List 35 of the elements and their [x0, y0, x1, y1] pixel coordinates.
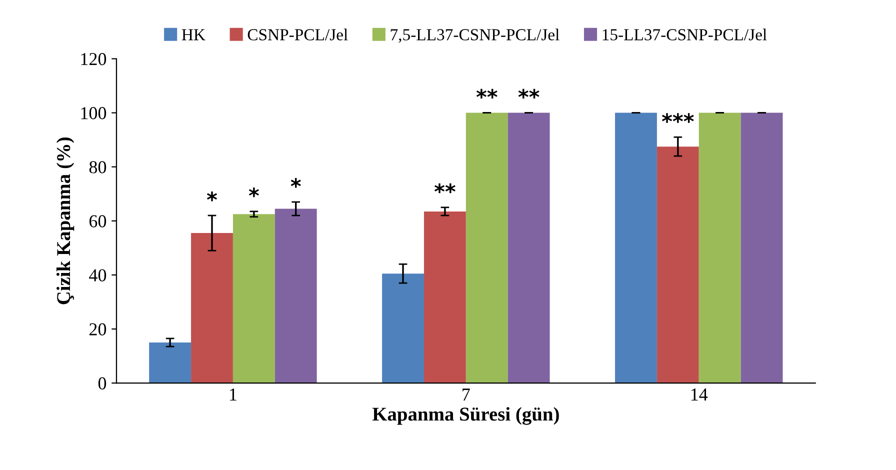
data-label: *	[248, 187, 259, 198]
y-axis-title: Çizik Kapanma (%)	[56, 137, 74, 304]
data-label: ***	[662, 113, 694, 123]
y-tick-label: 80	[89, 161, 106, 174]
bar	[466, 112, 508, 384]
bar	[615, 112, 657, 384]
bar	[382, 274, 424, 384]
bar	[698, 112, 741, 384]
bar	[656, 146, 699, 384]
data-label: **	[434, 183, 456, 194]
y-tick-label: 60	[89, 215, 106, 228]
legend-label: 15-LL37-CSNP-PCL/Jel	[602, 28, 767, 40]
data-label: **	[476, 88, 498, 99]
x-tick-label: 7	[462, 388, 470, 400]
bar	[232, 214, 275, 384]
y-tick-label: 20	[89, 323, 106, 336]
y-tick-label: 40	[89, 269, 106, 282]
y-tick-label: 0	[98, 377, 106, 390]
bar	[149, 342, 192, 384]
legend-label: CSNP-PCL/Jel	[248, 28, 348, 40]
bar	[424, 211, 466, 384]
data-label: *	[290, 178, 301, 188]
x-tick-label: 1	[230, 388, 236, 400]
legend-label: HK	[182, 29, 206, 40]
x-axis-title: Kapanma Süresi (gün)	[372, 407, 559, 425]
bar	[191, 233, 233, 384]
x-tick-label: 14	[691, 388, 708, 400]
legend-label: 7,5-LL37-CSNP-PCL/Jel	[390, 28, 560, 43]
bar	[508, 112, 550, 384]
bar	[274, 208, 317, 384]
data-label: *	[206, 192, 218, 202]
bar	[740, 112, 783, 384]
data-label: **	[518, 88, 540, 99]
y-tick-label: 100	[81, 107, 106, 120]
y-tick-label: 120	[81, 53, 106, 66]
